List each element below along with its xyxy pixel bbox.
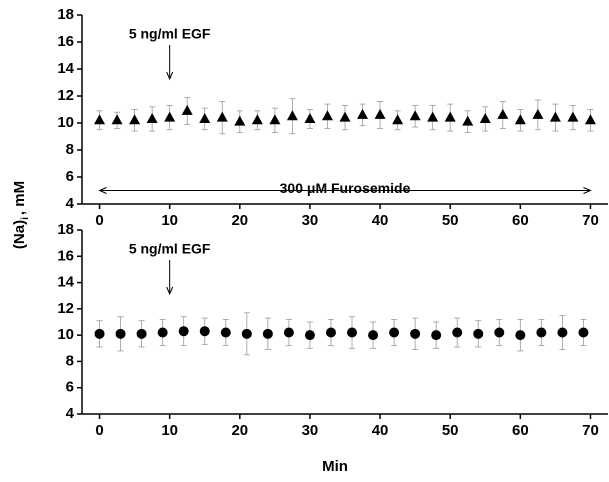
marker	[532, 108, 544, 119]
marker	[146, 112, 158, 123]
marker	[220, 327, 231, 338]
x-tick-label: 70	[582, 212, 599, 229]
marker	[241, 328, 252, 339]
range-annotation: 300 μM Furosemide	[280, 180, 411, 196]
marker	[286, 110, 298, 121]
marker	[178, 326, 189, 337]
x-tick-label: 20	[231, 212, 248, 229]
y-tick-label: 14	[57, 274, 74, 291]
marker	[251, 114, 263, 125]
marker	[181, 104, 193, 115]
marker	[557, 327, 568, 338]
y-tick-label: 6	[66, 168, 74, 185]
marker	[357, 108, 369, 119]
y-tick-label: 18	[57, 6, 74, 23]
y-tick-label: 16	[57, 247, 74, 264]
marker	[473, 328, 484, 339]
marker	[325, 327, 336, 338]
marker	[216, 111, 228, 122]
marker	[368, 330, 379, 341]
x-tick-label: 50	[442, 212, 459, 229]
x-tick-label: 60	[512, 212, 529, 229]
marker	[164, 111, 176, 122]
marker	[283, 327, 294, 338]
marker	[409, 110, 421, 121]
arrow-head	[166, 286, 174, 296]
x-tick-label: 40	[372, 212, 389, 229]
x-tick-label: 10	[161, 212, 178, 229]
y-tick-label: 14	[57, 60, 74, 77]
marker	[199, 326, 210, 337]
marker	[549, 111, 561, 122]
y-tick-label: 18	[57, 221, 74, 238]
marker	[567, 111, 579, 122]
marker	[321, 110, 333, 121]
marker	[444, 111, 456, 122]
marker	[304, 112, 316, 123]
y-tick-label: 8	[66, 352, 74, 369]
marker	[389, 327, 400, 338]
x-tick-label: 0	[95, 212, 103, 229]
marker	[129, 114, 141, 125]
marker	[427, 111, 439, 122]
marker	[136, 328, 147, 339]
x-tick-label: 70	[582, 422, 599, 439]
marker	[479, 112, 491, 123]
y-axis-label: (Na)i , mM	[11, 181, 31, 249]
marker	[339, 111, 351, 122]
marker	[234, 115, 246, 126]
marker	[304, 330, 315, 341]
marker	[497, 108, 509, 119]
marker	[462, 115, 474, 126]
marker	[514, 114, 526, 125]
x-tick-label: 50	[442, 422, 459, 439]
x-tick-label: 30	[302, 212, 319, 229]
marker	[262, 328, 273, 339]
marker	[494, 327, 505, 338]
y-tick-label: 4	[66, 405, 75, 422]
x-tick-label: 0	[95, 422, 103, 439]
y-label-main: (Na)	[11, 220, 28, 249]
x-tick-label: 60	[512, 422, 529, 439]
y-tick-label: 16	[57, 33, 74, 50]
marker	[111, 114, 123, 125]
y-tick-label: 12	[57, 300, 74, 317]
x-tick-label: 30	[302, 422, 319, 439]
marker	[269, 114, 281, 125]
marker	[374, 108, 386, 119]
marker	[578, 327, 589, 338]
marker	[515, 330, 526, 341]
marker	[94, 114, 106, 125]
marker	[392, 114, 404, 125]
marker	[452, 327, 463, 338]
y-tick-label: 10	[57, 114, 74, 131]
marker	[94, 328, 105, 339]
marker	[157, 327, 168, 338]
y-tick-label: 8	[66, 141, 74, 158]
marker	[536, 327, 547, 338]
x-tick-label: 10	[161, 422, 178, 439]
y-label-unit: , mM	[11, 181, 28, 215]
annotation: 5 ng/ml EGF	[129, 241, 211, 257]
y-label-subscript: i	[20, 217, 31, 220]
x-tick-label: 40	[372, 422, 389, 439]
marker	[347, 327, 358, 338]
y-tick-label: 4	[66, 195, 75, 212]
arrow-head	[98, 187, 107, 194]
y-tick-label: 12	[57, 87, 74, 104]
marker	[115, 328, 126, 339]
marker	[431, 330, 442, 341]
arrow-head	[583, 187, 592, 194]
marker	[410, 328, 421, 339]
x-axis-label: Min	[322, 458, 348, 475]
annotation: 5 ng/ml EGF	[129, 26, 211, 42]
y-tick-label: 10	[57, 326, 74, 343]
x-tick-label: 20	[231, 422, 248, 439]
marker	[199, 112, 211, 123]
marker	[584, 114, 596, 125]
arrow-head	[166, 71, 174, 81]
y-tick-label: 6	[66, 379, 74, 396]
